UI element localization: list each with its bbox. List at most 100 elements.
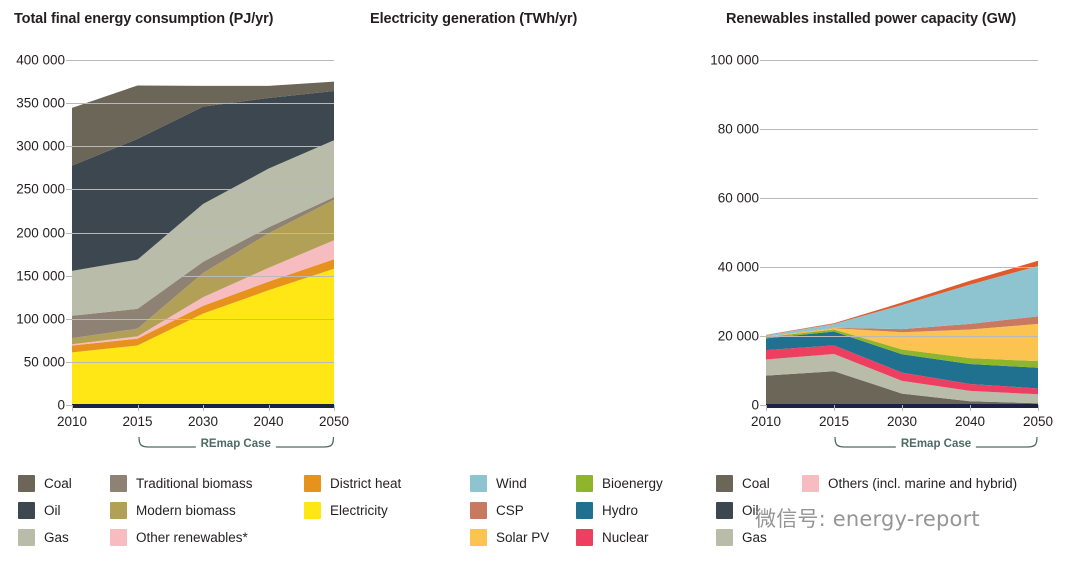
legend-item-oil[interactable]: Oil — [716, 497, 770, 524]
legend-swatch-oil — [716, 502, 733, 519]
legend-item-solar-pv[interactable]: Solar PV — [470, 524, 549, 551]
y-axis-tick-label: 100 000 — [16, 311, 65, 327]
remap-case-bracket: REmap Case — [834, 436, 1038, 458]
legend-swatch-traditional-biomass — [110, 475, 127, 492]
legend-column: District heat Electricity — [304, 470, 401, 524]
legend-item-label: Other renewables* — [136, 529, 248, 545]
legend-item-label: Wind — [496, 475, 527, 491]
legend-swatch-coal — [716, 475, 733, 492]
legend-item-label: Oil — [742, 502, 759, 518]
legend-item-gas[interactable]: Gas — [716, 524, 770, 551]
area-series-electricity — [72, 268, 334, 405]
area-series-coal — [766, 371, 1038, 405]
panel-2-title: Electricity generation (TWh/yr) — [370, 11, 578, 27]
legend-item-hydro[interactable]: Hydro — [576, 497, 663, 524]
gridline — [72, 189, 334, 191]
x-tickmark — [137, 405, 139, 411]
panel-1-plot-area: 0 50 000 100 000 150 000 200 000 250 000 300 0… — [16, 53, 349, 450]
legend-item-label: District heat — [330, 475, 402, 491]
gridline — [72, 60, 334, 61]
legend-swatch-district-heat — [304, 475, 321, 492]
gridline — [72, 275, 334, 277]
legend-item-wind[interactable]: Wind — [470, 470, 549, 497]
legend-item-label: Bioenergy — [602, 475, 663, 491]
legend-column: Wind CSP Solar PV — [470, 470, 549, 551]
legend-item-electricity[interactable]: Electricity — [304, 497, 401, 524]
legend-swatch-bioenergy — [576, 475, 593, 492]
gridline — [72, 103, 334, 105]
area-series-traditional-biomass — [72, 197, 334, 339]
y-axis-tick-label: 40 000 — [717, 259, 759, 275]
legend-item-label: Hydro — [602, 502, 639, 518]
x-tickmark — [203, 405, 204, 411]
area-series-coal — [72, 81, 334, 166]
remap-case-label: REmap Case — [895, 438, 977, 450]
panel-2-plot-area: 0 20 000 40 000 60 000 80 000 100 000 2010 2015… — [710, 53, 1053, 450]
legend-item-csp[interactable]: CSP — [470, 497, 549, 524]
y-tickmark — [760, 60, 766, 61]
y-tickmark — [66, 60, 72, 61]
legend-swatch-hydro — [576, 502, 593, 519]
gridline — [72, 318, 334, 320]
legend-swatch-other-renewables — [110, 529, 127, 546]
x-tickmark — [268, 405, 270, 411]
y-tickmark — [66, 361, 72, 363]
gridline — [766, 336, 1038, 337]
legend-item-label: Others (incl. marine and hybrid) — [828, 475, 1018, 491]
panel-3-title: Renewables installed power capacity (GW) — [726, 11, 1017, 27]
legend-item-coal[interactable]: Coal — [716, 470, 770, 497]
legend-item-label: Coal — [742, 475, 770, 491]
x-tickmark — [1038, 405, 1039, 411]
legend-item-traditional-biomass[interactable]: Traditional biomass — [110, 470, 253, 497]
legend-item-others-incl-marine-and-hybrid[interactable]: Others (incl. marine and hybrid) — [802, 470, 1017, 497]
gridline — [72, 361, 334, 363]
legend-column: Bioenergy Hydro Nuclear — [576, 470, 663, 551]
y-axis-tick-label: 20 000 — [717, 328, 759, 344]
chart-panel-electricity-generation: Electricity generation (TWh/yr) 0 20 000 4… — [356, 0, 1053, 460]
y-tickmark — [66, 275, 72, 277]
area-series-solar-pv — [766, 323, 1038, 362]
area-series-oil — [72, 91, 334, 271]
x-axis-tick-label: 2030 — [886, 414, 918, 429]
legend-item-coal[interactable]: Coal — [18, 470, 72, 497]
y-axis-tick-label: 200 000 — [16, 225, 65, 240]
legend-item-label: Traditional biomass — [136, 475, 253, 491]
x-axis-tick-label: 2050 — [318, 414, 350, 429]
legend-item-label: Modern biomass — [136, 502, 236, 518]
y-tickmark — [66, 232, 72, 234]
legend-swatch-oil — [18, 502, 35, 519]
panel-2-area-chart — [766, 260, 1038, 405]
y-axis-tick-label: 300 000 — [16, 138, 65, 154]
x-axis-tick-label: 2010 — [750, 414, 782, 429]
y-axis-tick-label: 0 — [57, 397, 65, 413]
gridline — [766, 198, 1038, 199]
legend-item-nuclear[interactable]: Nuclear — [576, 524, 663, 551]
legend-item-gas[interactable]: Gas — [18, 524, 72, 551]
legend-swatch-electricity — [304, 502, 321, 519]
gridline — [72, 232, 334, 234]
legend-swatch-modern-biomass — [110, 502, 127, 519]
area-series-gas — [766, 353, 1038, 404]
x-axis-tick-label: 2050 — [1022, 414, 1054, 429]
legend-item-other-renewables[interactable]: Other renewables* — [110, 524, 253, 551]
x-axis-tick-label: 2015 — [122, 414, 153, 429]
area-series-gas — [72, 140, 334, 316]
legend-column: Traditional biomass Modern biomass Other r… — [110, 470, 253, 551]
y-tickmark — [760, 198, 766, 199]
legend-swatch-gas — [716, 529, 733, 546]
x-tickmark — [834, 405, 835, 411]
legend-item-bioenergy[interactable]: Bioenergy — [576, 470, 663, 497]
y-tickmark — [760, 336, 766, 337]
y-axis-tick-label: 350 000 — [16, 95, 65, 111]
legend-item-label: Nuclear — [602, 529, 649, 545]
legend-item-oil[interactable]: Oil — [18, 497, 72, 524]
legend-swatch-solar-pv — [470, 529, 487, 546]
legend-swatch-csp — [470, 502, 487, 519]
legend-item-label: CSP — [496, 502, 524, 518]
x-tickmark — [334, 405, 335, 411]
y-axis-tick-label: 80 000 — [717, 121, 759, 137]
legend-item-modern-biomass[interactable]: Modern biomass — [110, 497, 253, 524]
y-axis-tick-label: 0 — [751, 397, 759, 413]
legend-item-district-heat[interactable]: District heat — [304, 470, 401, 497]
